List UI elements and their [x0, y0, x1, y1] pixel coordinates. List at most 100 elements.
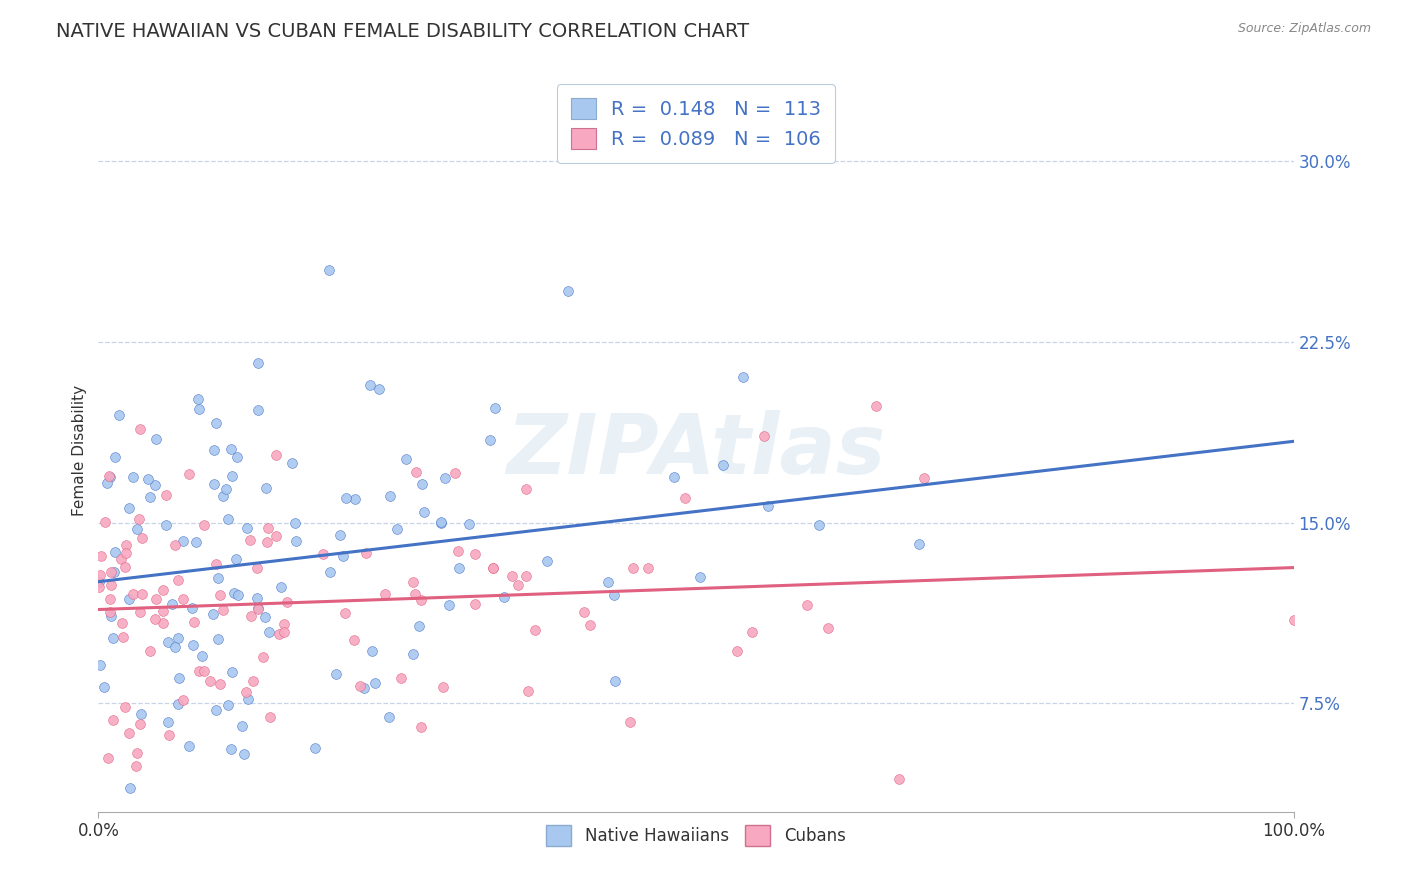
Point: [128, 511, 150, 525]
Point: [343, 491, 366, 506]
Point: [211, 490, 233, 504]
Point: [329, 527, 352, 541]
Point: [335, 606, 357, 620]
Point: [515, 569, 537, 583]
Point: [226, 588, 249, 602]
Point: [157, 714, 180, 729]
Point: [733, 370, 755, 384]
Point: [246, 601, 269, 615]
Point: [100, 565, 122, 579]
Point: [273, 625, 295, 640]
Point: [478, 433, 501, 447]
Point: [207, 632, 229, 647]
Point: [253, 610, 276, 624]
Point: [187, 664, 209, 678]
Point: [378, 710, 401, 724]
Point: [246, 591, 269, 605]
Point: [304, 740, 326, 755]
Point: [332, 549, 354, 563]
Point: [110, 552, 132, 566]
Point: [318, 263, 340, 277]
Point: [100, 609, 122, 624]
Point: [183, 615, 205, 629]
Point: [395, 452, 418, 467]
Point: [129, 421, 152, 435]
Point: [280, 456, 302, 470]
Point: [232, 747, 254, 762]
Point: [725, 644, 748, 658]
Point: [741, 625, 763, 640]
Point: [464, 598, 486, 612]
Point: [152, 616, 174, 631]
Point: [145, 591, 167, 606]
Point: [111, 630, 134, 644]
Point: [494, 591, 516, 605]
Point: [139, 490, 162, 504]
Point: [193, 665, 215, 679]
Point: [239, 609, 262, 624]
Point: [129, 706, 152, 721]
Point: [481, 561, 503, 575]
Point: [254, 481, 277, 495]
Point: [103, 544, 125, 558]
Point: [187, 402, 209, 417]
Point: [267, 627, 290, 641]
Point: [221, 468, 243, 483]
Point: [207, 571, 229, 585]
Point: [136, 472, 159, 486]
Point: [257, 521, 280, 535]
Point: [143, 477, 166, 491]
Point: [408, 619, 430, 633]
Point: [578, 617, 600, 632]
Point: [169, 671, 191, 685]
Point: [389, 672, 412, 686]
Point: [215, 483, 238, 497]
Point: [447, 543, 470, 558]
Point: [225, 552, 247, 566]
Point: [360, 644, 382, 658]
Point: [93, 680, 115, 694]
Point: [165, 537, 187, 551]
Point: [574, 605, 596, 619]
Point: [664, 469, 686, 483]
Point: [239, 533, 262, 548]
Point: [101, 713, 124, 727]
Point: [264, 528, 287, 542]
Point: [202, 442, 225, 457]
Point: [432, 680, 454, 694]
Point: [120, 780, 142, 795]
Point: [108, 408, 131, 422]
Point: [139, 644, 162, 658]
Point: [447, 561, 470, 575]
Point: [114, 546, 136, 560]
Point: [404, 587, 426, 601]
Point: [89, 658, 111, 673]
Point: [94, 515, 117, 529]
Point: [887, 772, 910, 786]
Point: [405, 465, 427, 479]
Point: [259, 710, 281, 724]
Point: [129, 717, 152, 731]
Point: [409, 720, 432, 734]
Point: [205, 703, 228, 717]
Point: [89, 568, 111, 582]
Point: [101, 631, 124, 645]
Point: [912, 471, 935, 485]
Point: [318, 565, 340, 579]
Point: [219, 741, 242, 756]
Point: [208, 677, 231, 691]
Point: [711, 458, 734, 472]
Point: [181, 601, 204, 615]
Point: [131, 531, 153, 545]
Point: [517, 684, 540, 698]
Point: [152, 583, 174, 598]
Point: [413, 505, 436, 519]
Point: [179, 467, 201, 481]
Point: [98, 469, 121, 483]
Point: [246, 602, 269, 616]
Point: [312, 547, 335, 561]
Point: [515, 482, 537, 496]
Point: [343, 632, 366, 647]
Text: NATIVE HAWAIIAN VS CUBAN FEMALE DISABILITY CORRELATION CHART: NATIVE HAWAIIAN VS CUBAN FEMALE DISABILI…: [56, 22, 749, 41]
Point: [501, 569, 523, 583]
